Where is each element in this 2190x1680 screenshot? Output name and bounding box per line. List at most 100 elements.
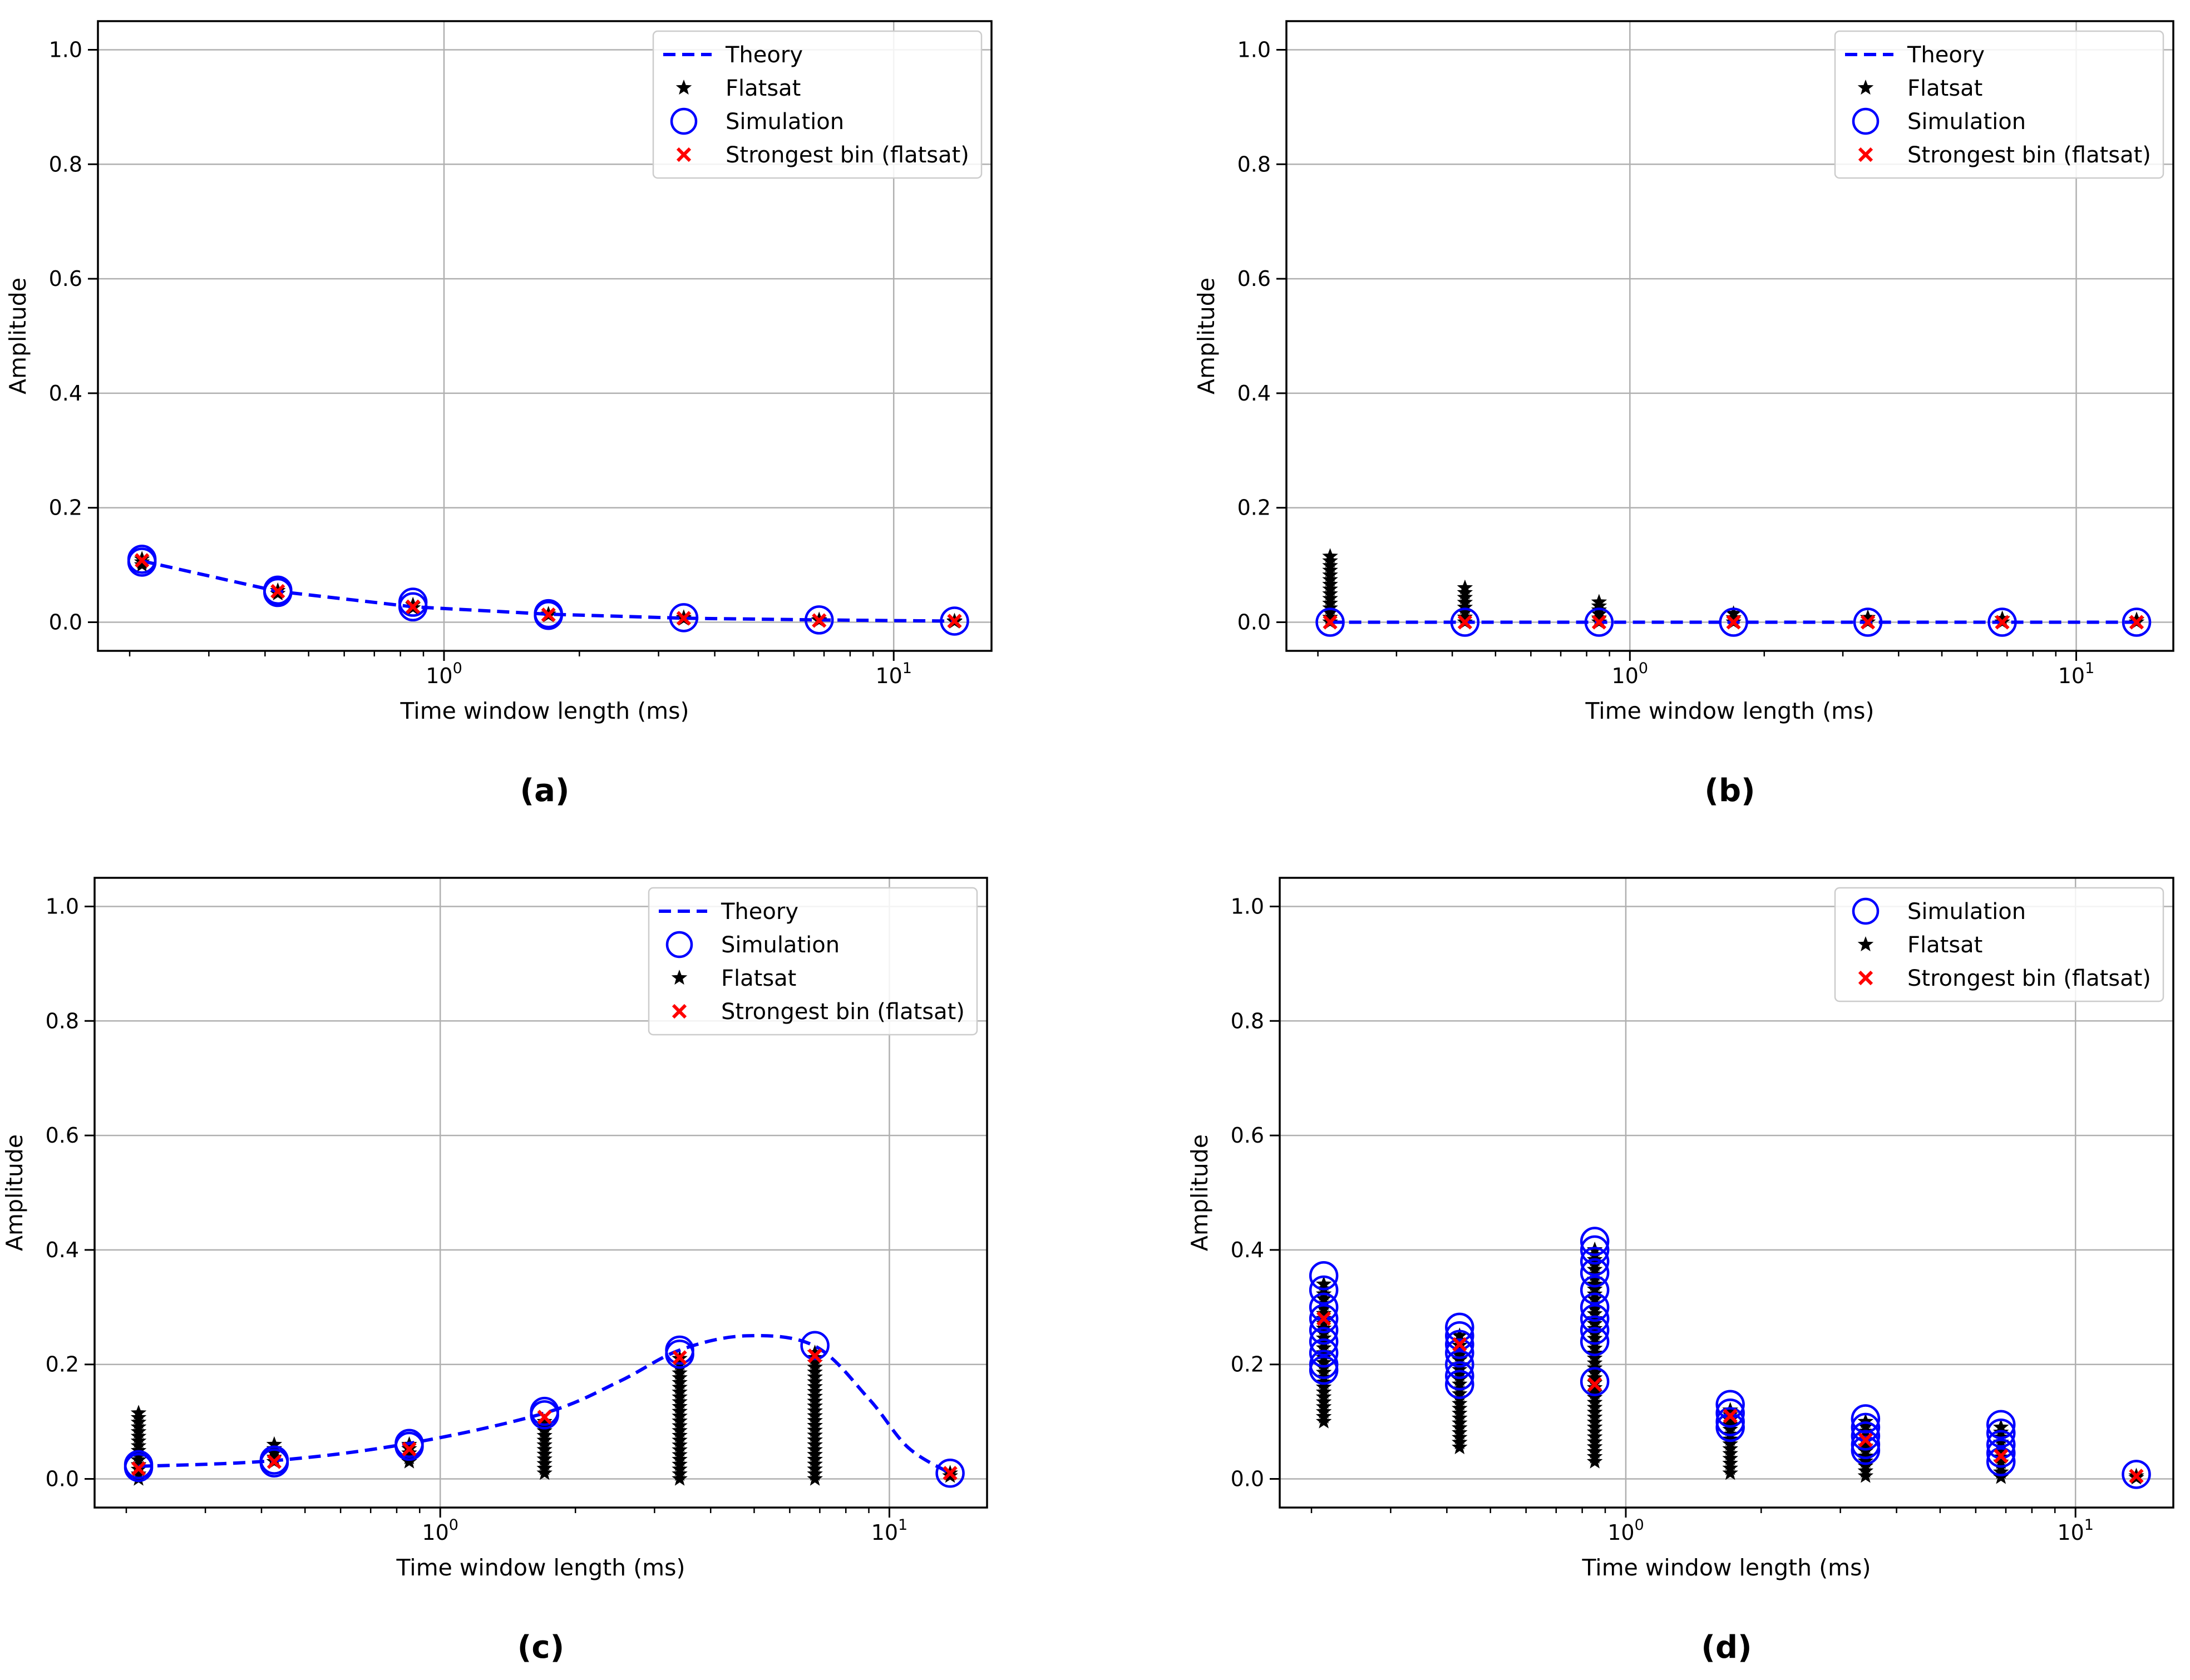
flatsat-point xyxy=(1315,1413,1332,1429)
y-tick-label: 1.0 xyxy=(1237,37,1271,62)
strongest-bin-point xyxy=(1316,1311,1331,1326)
strongest-bin-point xyxy=(406,599,421,614)
legend-label: Simulation xyxy=(721,932,840,958)
panel-c: 100 101 0.0 0.2 0.4 0.6 0.8 1.0 Time window leng… xyxy=(1,877,988,1666)
legend-strongest-icon xyxy=(676,147,692,162)
strongest-bin-point xyxy=(267,1454,282,1469)
simulation-point xyxy=(1315,607,1345,637)
strongest-bin-point xyxy=(672,1350,687,1365)
y-tick-label: 0.0 xyxy=(49,610,82,635)
simulation-point xyxy=(1580,1275,1610,1305)
simulation-group xyxy=(1445,1312,1474,1399)
legend-flatsat-icon xyxy=(1857,80,1874,95)
x-tick-label: 100 xyxy=(426,660,462,688)
strongest-bin-point xyxy=(2129,615,2144,630)
y-tick-label: 0.6 xyxy=(49,266,82,291)
simulation-group xyxy=(398,587,428,622)
flatsat-point xyxy=(1586,1453,1603,1469)
legend-flatsat-icon xyxy=(671,970,688,985)
flatsat-point xyxy=(807,1470,823,1486)
simulation-point xyxy=(1445,1361,1474,1391)
flatsat-stack xyxy=(807,1345,823,1486)
y-axis-label: Amplitude xyxy=(1,1134,28,1251)
simulation-point xyxy=(669,603,699,633)
x-ticks: 100 101 xyxy=(422,1508,907,1545)
legend-simulation-icon xyxy=(1852,107,1880,135)
simulation-point xyxy=(1719,607,1748,637)
y-tick-label: 0.0 xyxy=(1237,610,1271,635)
flatsat-stack xyxy=(672,1350,688,1486)
strongest-bin-point xyxy=(1591,615,1607,630)
legend: Simulation Flatsat Strongest bin (flatsat) xyxy=(1834,887,2164,1002)
legend-entry-strongest: Strongest bin (flatsat) xyxy=(1858,142,2151,168)
x-tick-label: 100 xyxy=(1607,1516,1644,1545)
y-tick-label: 0.6 xyxy=(46,1123,79,1148)
strongest-bin-point xyxy=(402,1441,417,1457)
data-marks xyxy=(127,545,969,636)
x-tick-label: 100 xyxy=(1612,660,1649,688)
simulation-group xyxy=(2122,1460,2151,1489)
simulation-group xyxy=(940,606,969,636)
simulation-group xyxy=(1987,607,2017,637)
simulation-group xyxy=(259,1445,289,1478)
simulation-point xyxy=(1580,1367,1610,1396)
panel-d: 100 101 0.0 0.2 0.4 0.6 0.8 1.0 Time window leng… xyxy=(1186,877,2174,1666)
simulation-point xyxy=(259,1448,289,1478)
x-ticks: 100 101 xyxy=(1612,651,2094,688)
simulation-point xyxy=(2122,1460,2151,1489)
simulation-group xyxy=(1450,607,1480,637)
legend-entry-simulation: Simulation xyxy=(1852,107,2026,135)
panel-caption: (a) xyxy=(520,773,570,809)
y-axis-label: Amplitude xyxy=(1193,278,1220,394)
legend-entry-theory: Theory xyxy=(663,42,803,68)
flatsat-point xyxy=(1857,1467,1874,1483)
simulation-group xyxy=(1853,607,1883,637)
legend-entry-strongest: Strongest bin (flatsat) xyxy=(672,999,965,1025)
legend-label: Flatsat xyxy=(1907,932,1982,958)
simulation-point xyxy=(1580,1227,1610,1256)
flatsat-point xyxy=(672,1470,688,1486)
simulation-point xyxy=(1580,1292,1610,1322)
legend-box xyxy=(1834,30,2164,179)
simulation-point xyxy=(2122,607,2152,637)
legend-label: Strongest bin (flatsat) xyxy=(721,999,965,1025)
legend-entry-flatsat: Flatsat xyxy=(1857,932,1982,958)
strongest-bin-point xyxy=(1323,615,1338,630)
simulation-group xyxy=(263,575,293,607)
x-axis-label: Time window length (ms) xyxy=(1585,698,1875,724)
strongest-bin-point xyxy=(1457,615,1472,630)
legend-entry-theory: Theory xyxy=(659,899,798,925)
legend-box xyxy=(1834,887,2164,1002)
simulation-point xyxy=(1309,1327,1339,1356)
legend-simulation-icon xyxy=(1852,897,1880,925)
strongest-bin-point xyxy=(812,613,827,628)
flatsat-point xyxy=(536,1465,553,1480)
simulation-point xyxy=(1445,1350,1474,1379)
legend-entry-flatsat: Flatsat xyxy=(671,966,796,991)
simulation-point xyxy=(1580,1258,1610,1288)
simulation-point xyxy=(1851,1421,1881,1451)
simulation-group xyxy=(665,1335,694,1369)
simulation-group xyxy=(800,1331,830,1361)
simulation-point xyxy=(534,600,563,630)
simulation-group xyxy=(2122,607,2152,637)
simulation-point xyxy=(1309,1261,1339,1291)
y-tick-label: 0.4 xyxy=(49,381,82,406)
legend-flatsat-icon xyxy=(675,80,692,95)
simulation-point xyxy=(1851,1435,1881,1465)
strongest-bin-point xyxy=(1858,1432,1873,1447)
panel-caption: (d) xyxy=(1701,1629,1752,1666)
y-tick-label: 0.6 xyxy=(1237,266,1271,291)
simulation-point xyxy=(1853,607,1883,637)
x-tick-label: 100 xyxy=(422,1516,458,1545)
x-tick-label: 101 xyxy=(2057,1516,2094,1545)
simulation-point xyxy=(1986,1418,2016,1448)
simulation-point xyxy=(1445,1321,1474,1351)
strongest-bin-point xyxy=(676,611,692,626)
x-axis-label: Time window length (ms) xyxy=(396,1554,685,1581)
simulation-point xyxy=(1584,607,1614,637)
simulation-point xyxy=(530,1400,559,1430)
simulation-point xyxy=(804,605,834,635)
y-tick-label: 0.8 xyxy=(1237,152,1271,176)
y-tick-label: 0.0 xyxy=(1231,1467,1264,1491)
